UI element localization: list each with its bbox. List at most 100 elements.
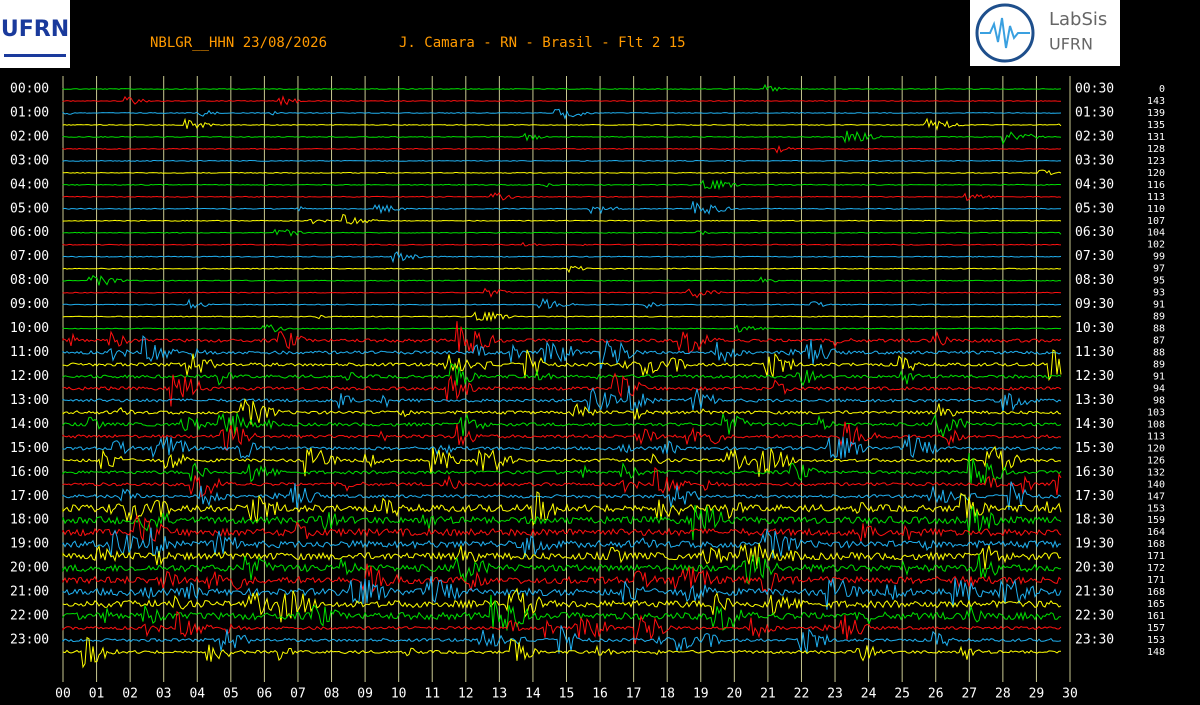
left-time-label: 07:00 — [10, 249, 49, 264]
right-time-label: 01:30 — [1075, 105, 1114, 120]
trace — [62, 563, 1062, 593]
x-tick-label: 19 — [693, 687, 709, 702]
row-number: 91 — [1153, 300, 1165, 311]
row-number: 157 — [1147, 623, 1165, 634]
logo-text: UFRN — [1, 17, 69, 42]
left-time-label: 21:00 — [10, 585, 49, 600]
row-number: 172 — [1147, 563, 1165, 574]
x-tick-label: 15 — [559, 687, 575, 702]
trace — [62, 324, 1062, 333]
right-time-label: 21:30 — [1075, 585, 1114, 600]
row-number: 88 — [1153, 348, 1165, 359]
trace — [62, 201, 1061, 216]
left-time-label: 03:00 — [10, 153, 49, 168]
traces — [62, 83, 1062, 669]
left-time-label: 23:00 — [10, 633, 49, 648]
right-time-label: 02:30 — [1075, 129, 1114, 144]
row-number: 95 — [1153, 276, 1165, 287]
x-tick-label: 14 — [525, 687, 541, 702]
left-time-label: 12:00 — [10, 369, 49, 384]
right-time-label: 18:30 — [1075, 513, 1114, 528]
right-time-label: 22:30 — [1075, 609, 1114, 624]
right-logo: LabSis UFRN — [970, 0, 1120, 66]
left-time-label: 15:00 — [10, 441, 49, 456]
row-number: 120 — [1147, 443, 1165, 454]
trace — [62, 213, 1062, 225]
row-number: 97 — [1153, 264, 1165, 275]
right-time-label: 17:30 — [1075, 489, 1114, 504]
trace — [62, 311, 1062, 323]
trace — [62, 241, 1062, 247]
right-time-label: 12:30 — [1075, 369, 1114, 384]
left-time-label: 22:00 — [10, 609, 49, 624]
row-number: 89 — [1153, 312, 1165, 323]
row-number: 110 — [1147, 204, 1165, 215]
row-number: 131 — [1147, 132, 1165, 143]
trace — [62, 514, 1062, 542]
row-number: 159 — [1147, 515, 1165, 526]
x-tick-label: 12 — [458, 687, 474, 702]
row-number: 171 — [1147, 575, 1165, 586]
row-number: 139 — [1147, 108, 1165, 119]
trace — [62, 636, 1062, 669]
left-time-label: 18:00 — [10, 513, 49, 528]
x-tick-label: 22 — [794, 687, 810, 702]
x-tick-label: 04 — [189, 687, 205, 702]
row-number: 113 — [1147, 192, 1165, 203]
x-tick-label: 10 — [391, 687, 407, 702]
x-tick-label: 17 — [626, 687, 642, 702]
right-time-label: 16:30 — [1075, 465, 1114, 480]
grid — [62, 76, 1071, 682]
right-time-label: 23:30 — [1075, 633, 1114, 648]
left-time-label: 04:00 — [10, 177, 49, 192]
x-tick-label: 29 — [1029, 687, 1045, 702]
trace — [62, 412, 1062, 438]
row-number: 89 — [1153, 360, 1165, 371]
left-time-label: 13:00 — [10, 393, 49, 408]
left-time-label: 16:00 — [10, 465, 49, 480]
trace — [62, 452, 1062, 486]
trace — [62, 265, 1062, 274]
row-number: 126 — [1147, 455, 1165, 466]
row-number: 161 — [1147, 611, 1165, 622]
trace — [62, 576, 1062, 610]
trace — [62, 466, 1062, 498]
row-number: 103 — [1147, 407, 1165, 418]
x-tick-label: 30 — [1062, 687, 1078, 702]
row-number: 91 — [1153, 371, 1165, 382]
trace — [62, 481, 1062, 511]
left-time-label: 01:00 — [10, 105, 49, 120]
row-number: 93 — [1153, 288, 1165, 299]
left-time-label: 02:00 — [10, 129, 49, 144]
x-tick-label: 07 — [290, 687, 306, 702]
trace — [62, 372, 1062, 407]
row-number: 104 — [1147, 228, 1165, 239]
x-tick-label: 16 — [592, 687, 608, 702]
x-tick-label: 08 — [324, 687, 340, 702]
trace — [62, 625, 1062, 654]
row-number: 135 — [1147, 120, 1165, 131]
row-number: 140 — [1147, 479, 1165, 490]
row-number: 87 — [1153, 336, 1165, 347]
x-tick-label: 20 — [727, 687, 743, 702]
trace — [62, 83, 1062, 92]
row-number: 153 — [1147, 503, 1165, 514]
row-number: 168 — [1147, 539, 1165, 550]
logo-wave — [980, 17, 1030, 49]
left-time-label: 17:00 — [10, 489, 49, 504]
right-time-label: 19:30 — [1075, 537, 1114, 552]
trace — [62, 228, 1062, 237]
x-tick-label: 28 — [995, 687, 1011, 702]
row-number: 94 — [1153, 383, 1165, 394]
right-time-label: 07:30 — [1075, 249, 1114, 264]
row-number: 132 — [1147, 467, 1165, 478]
left-time-label: 19:00 — [10, 537, 49, 552]
trace — [62, 362, 1062, 387]
trace — [62, 144, 1062, 154]
row-number: 0 — [1159, 84, 1165, 95]
x-tick-label: 03 — [156, 687, 172, 702]
row-number: 128 — [1147, 144, 1165, 155]
right-time-label: 05:30 — [1075, 201, 1114, 216]
x-tick-label: 23 — [827, 687, 843, 702]
x-tick-label: 25 — [894, 687, 910, 702]
